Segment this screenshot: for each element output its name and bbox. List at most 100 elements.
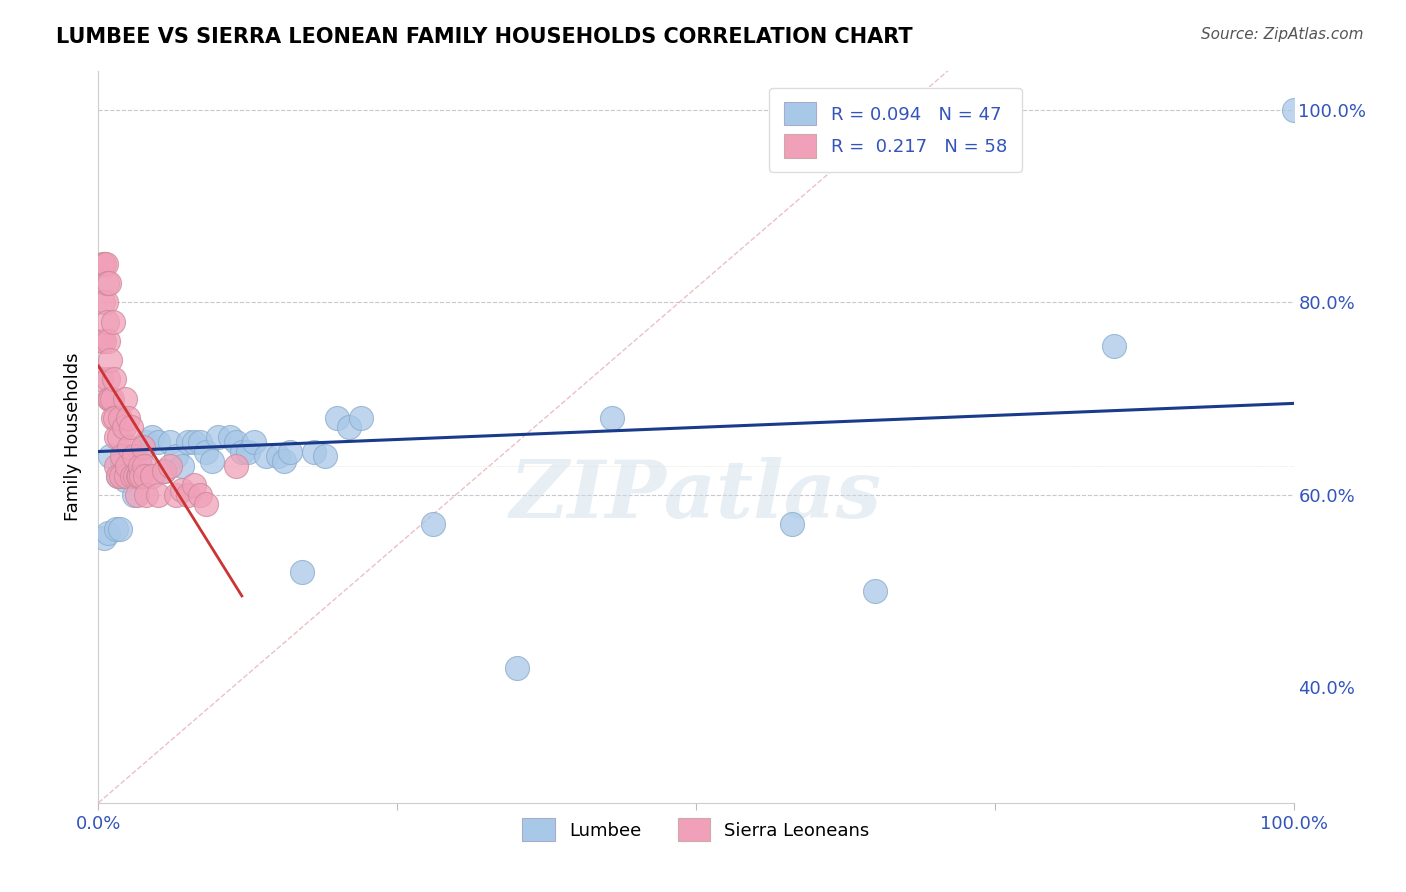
Point: [134, 468, 156, 483]
Point: [865, 584, 887, 599]
Point: [105, 458, 128, 473]
Point: [97, 334, 120, 348]
Point: [177, 434, 200, 449]
Point: [108, 410, 131, 425]
Point: [183, 434, 205, 449]
Text: LUMBEE VS SIERRA LEONEAN FAMILY HOUSEHOLDS CORRELATION CHART: LUMBEE VS SIERRA LEONEAN FAMILY HOUSEHOL…: [56, 27, 912, 46]
Point: [105, 430, 128, 444]
Point: [112, 420, 135, 434]
Point: [195, 444, 218, 458]
Legend: Lumbee, Sierra Leoneans: Lumbee, Sierra Leoneans: [515, 811, 877, 848]
Point: [188, 488, 211, 502]
Point: [339, 420, 361, 434]
Point: [124, 468, 146, 483]
Point: [165, 488, 187, 502]
Point: [120, 420, 142, 434]
Point: [93, 257, 115, 271]
Point: [148, 434, 170, 449]
Point: [243, 434, 266, 449]
Point: [780, 516, 803, 531]
Point: [97, 372, 120, 386]
Point: [129, 450, 152, 464]
Point: [219, 430, 242, 444]
Point: [115, 468, 138, 483]
Point: [195, 498, 218, 512]
Point: [128, 468, 150, 483]
Point: [1282, 103, 1305, 117]
Point: [131, 468, 153, 483]
Point: [127, 468, 149, 483]
Point: [100, 392, 122, 406]
Point: [254, 450, 277, 464]
Point: [506, 661, 529, 675]
Point: [135, 434, 157, 449]
Point: [1104, 338, 1126, 352]
Point: [183, 478, 205, 492]
Point: [98, 392, 121, 406]
Point: [107, 430, 129, 444]
Point: [207, 430, 229, 444]
Point: [121, 468, 143, 483]
Point: [94, 295, 117, 310]
Point: [117, 458, 139, 473]
Point: [148, 488, 170, 502]
Point: [159, 434, 181, 449]
Point: [98, 353, 122, 368]
Point: [114, 392, 136, 406]
Point: [91, 295, 114, 310]
Point: [350, 410, 373, 425]
Point: [124, 450, 146, 464]
Point: [104, 410, 127, 425]
Point: [90, 372, 112, 386]
Point: [94, 257, 117, 271]
Point: [291, 565, 314, 579]
Point: [315, 450, 337, 464]
Point: [91, 257, 114, 271]
Point: [98, 276, 121, 290]
Point: [177, 488, 200, 502]
Point: [188, 434, 211, 449]
Point: [172, 458, 194, 473]
Point: [302, 444, 325, 458]
Point: [159, 458, 181, 473]
Point: [602, 410, 624, 425]
Point: [165, 450, 187, 464]
Point: [153, 464, 176, 478]
Point: [267, 450, 290, 464]
Point: [201, 454, 224, 468]
Point: [117, 410, 139, 425]
Point: [93, 334, 115, 348]
Point: [125, 488, 148, 502]
Point: [273, 454, 295, 468]
Point: [105, 521, 128, 535]
Point: [153, 464, 176, 478]
Point: [422, 516, 444, 531]
Point: [98, 450, 122, 464]
Point: [132, 458, 155, 473]
Point: [278, 444, 301, 458]
Point: [103, 372, 125, 386]
Point: [124, 488, 146, 502]
Point: [131, 440, 153, 454]
Text: ZIPatlas: ZIPatlas: [510, 457, 882, 534]
Point: [231, 444, 253, 458]
Point: [225, 434, 247, 449]
Point: [114, 474, 136, 488]
Point: [91, 334, 114, 348]
Point: [97, 526, 120, 541]
Point: [101, 410, 124, 425]
Point: [115, 458, 138, 473]
Point: [118, 440, 141, 454]
Text: Source: ZipAtlas.com: Source: ZipAtlas.com: [1201, 27, 1364, 42]
Point: [225, 458, 247, 473]
Point: [141, 430, 163, 444]
Point: [107, 468, 129, 483]
Point: [141, 468, 163, 483]
Point: [121, 468, 143, 483]
Point: [135, 488, 157, 502]
Point: [111, 454, 134, 468]
Point: [96, 315, 118, 329]
Point: [129, 458, 152, 473]
Point: [98, 392, 122, 406]
Point: [107, 468, 129, 483]
